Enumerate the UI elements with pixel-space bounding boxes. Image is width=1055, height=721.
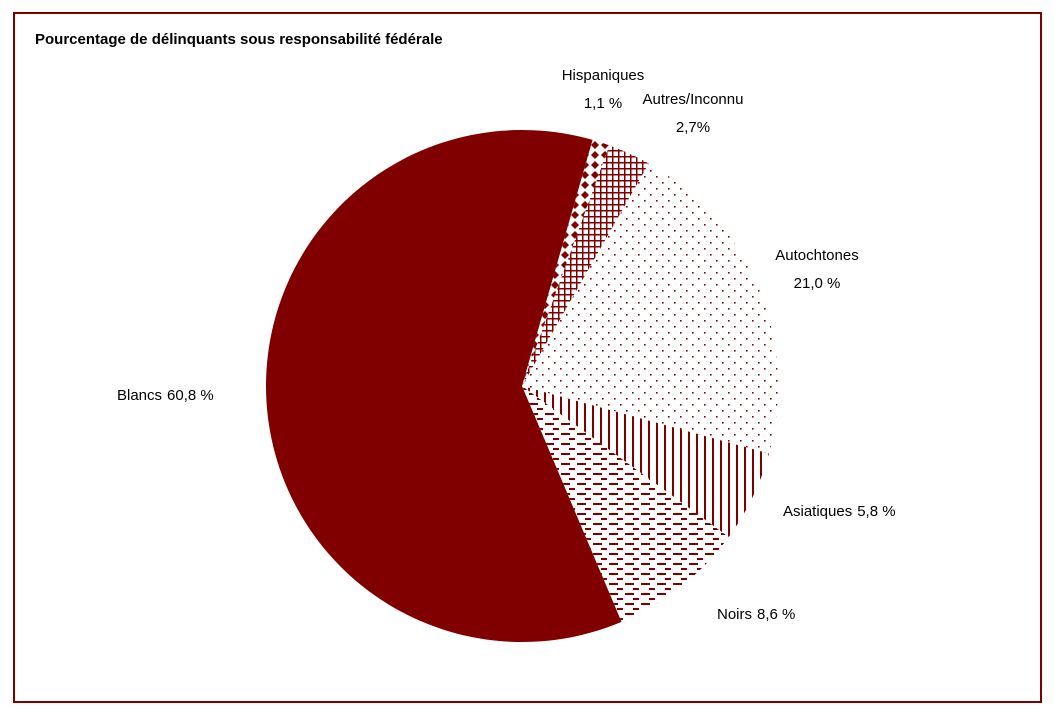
pie-slice xyxy=(522,386,769,538)
slice-label-group: Asiatiques 5,8 % xyxy=(783,503,896,520)
chart-title: Pourcentage de délinquants sous responsa… xyxy=(35,31,443,48)
pie-slice xyxy=(522,139,610,386)
pie-slice xyxy=(266,130,622,642)
slice-label-group: Blancs 60,8 % xyxy=(117,387,214,404)
slice-value-label: 5,8 % xyxy=(857,503,895,520)
slice-value-label: 1,1 % xyxy=(584,95,622,112)
pie-slice xyxy=(522,386,729,622)
slice-label: Asiatiques xyxy=(783,503,852,520)
slice-label: Autochtones xyxy=(775,247,858,264)
slice-label: Autres/Inconnu xyxy=(643,91,744,108)
slice-label: Hispaniques xyxy=(562,67,645,84)
pie-slice xyxy=(522,163,778,454)
slice-value-label: 8,6 % xyxy=(757,606,795,623)
pie-slice xyxy=(522,145,649,386)
slice-value-label: 21,0 % xyxy=(794,275,841,292)
slice-label: Noirs xyxy=(717,606,752,623)
slice-value-label: 2,7% xyxy=(676,119,710,136)
slice-label-group: Noirs 8,6 % xyxy=(717,606,795,623)
slice-label: Blancs xyxy=(117,387,162,404)
frame xyxy=(13,12,1042,703)
slice-value-label: 60,8 % xyxy=(167,387,214,404)
